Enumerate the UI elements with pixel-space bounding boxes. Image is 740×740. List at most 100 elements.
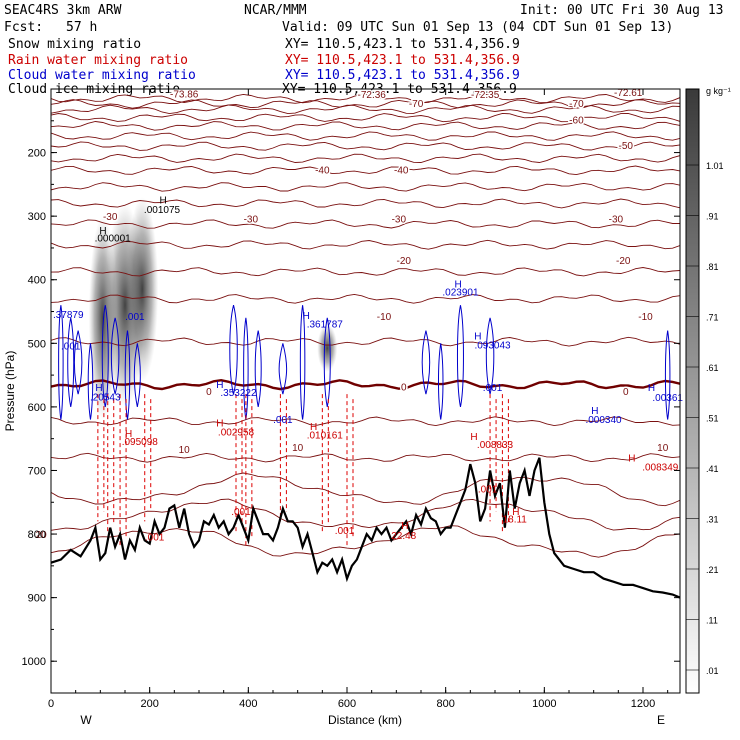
legend: Snow mixing ratio XY= 110.5,423.1 to 531… bbox=[8, 37, 520, 97]
y-tick-label-0: 200 bbox=[28, 148, 46, 160]
temp-contour-9 bbox=[51, 452, 680, 463]
cloud-water-contour-13 bbox=[323, 317, 331, 407]
temp-label-19: 0 bbox=[401, 383, 407, 394]
x-tick-label-3: 600 bbox=[338, 698, 356, 710]
valid-time: Valid: 09 UTC Sun 01 Sep 13 (04 CDT Sun … bbox=[282, 20, 673, 35]
colorbar-label-9: .11 bbox=[706, 616, 718, 626]
temp-label-5: -70 bbox=[569, 99, 584, 110]
y-axis-label: Pressure (hPa) bbox=[3, 351, 17, 432]
extremum-label-18: .008349 bbox=[642, 462, 679, 473]
cloud-water-contour-0 bbox=[58, 305, 64, 420]
extremum-label-22: .001 bbox=[335, 526, 355, 537]
y-tick-label-6: 800 bbox=[28, 529, 46, 541]
temp-contour-12 bbox=[51, 131, 680, 141]
temp-contour-1 bbox=[51, 104, 680, 115]
org-label: NCAR/MMM bbox=[244, 3, 307, 18]
temp-label-14: -20 bbox=[397, 256, 412, 267]
plot-overlay: -73.86 -72.36 -72.35 -72.61 -70 -70 -60 -50 -40 -… bbox=[34, 87, 683, 544]
rain-contour-8 bbox=[346, 394, 354, 547]
y-tick-label-1: 300 bbox=[28, 211, 46, 223]
legend-rain-name: Rain water mixing ratio bbox=[8, 53, 188, 68]
temp-label-17: -10 bbox=[638, 312, 653, 323]
extremum-label-13: .00361 bbox=[652, 393, 683, 404]
extremum-label-0: .001075 bbox=[144, 205, 181, 216]
temp-contour-2 bbox=[51, 121, 680, 131]
x-tick-label-2: 400 bbox=[239, 698, 257, 710]
colorbar-label-7: .31 bbox=[706, 515, 719, 525]
cloud-water-contour-18 bbox=[664, 330, 671, 420]
y-tick-label-2: 400 bbox=[28, 275, 46, 287]
high-marker-3: H bbox=[303, 311, 310, 322]
plot-area bbox=[51, 93, 680, 599]
temp-label-18: 0 bbox=[206, 387, 212, 398]
cloud-water-contour-4 bbox=[101, 305, 109, 407]
rain-contour-10 bbox=[501, 394, 509, 535]
temp-contour-5 bbox=[51, 198, 680, 209]
temp-contour-7 bbox=[51, 293, 680, 304]
extremum-label-23: 22.48 bbox=[391, 531, 416, 542]
temp-contour-21 bbox=[51, 525, 680, 558]
high-marker-10: H bbox=[216, 419, 223, 430]
colorbar-label-2: .81 bbox=[706, 262, 719, 272]
rain-contour-7 bbox=[321, 394, 329, 535]
rain-contour-1 bbox=[107, 394, 115, 535]
model-title: SEAC4RS 3km ARW bbox=[4, 3, 122, 18]
temp-label-9: -40 bbox=[394, 166, 409, 177]
temp-contour-3 bbox=[51, 141, 680, 151]
legend-cloud-water-xy: XY= 110.5,423.1 to 531.4,356.9 bbox=[285, 68, 520, 83]
cloud-water-contour-15 bbox=[438, 343, 444, 420]
legend-rain-xy: XY= 110.5,423.1 to 531.4,356.9 bbox=[285, 53, 520, 68]
temp-label-7: -50 bbox=[619, 141, 634, 152]
x-end-right: E bbox=[657, 713, 665, 727]
extremum-label-11: .001 bbox=[273, 415, 293, 426]
colorbar-label-6: .41 bbox=[706, 464, 719, 474]
temp-label-12: -30 bbox=[392, 215, 407, 226]
rain-contour-9 bbox=[489, 394, 497, 522]
temp-contour-8 bbox=[51, 378, 680, 391]
temp-contour-6 bbox=[51, 239, 680, 250]
cloud-water-contour-5 bbox=[110, 317, 120, 395]
cloud-water-contour-2 bbox=[73, 330, 83, 395]
temp-contour-17 bbox=[51, 336, 680, 347]
y-tick-label-7: 900 bbox=[28, 593, 46, 605]
temp-contour-13 bbox=[51, 153, 680, 163]
colorbar-unit: g kg⁻¹ bbox=[706, 86, 731, 96]
temp-label-2: -72.35 bbox=[471, 90, 500, 101]
extremum-label-7: .093043 bbox=[474, 340, 511, 351]
rain-contour-6 bbox=[279, 394, 287, 522]
rain-contour-0 bbox=[97, 394, 105, 522]
y-tick-label-8: 1000 bbox=[22, 656, 46, 668]
temp-label-16: -10 bbox=[377, 312, 392, 323]
extremum-label-1: .000001 bbox=[95, 234, 132, 245]
extremum-label-21: .001 bbox=[145, 532, 165, 543]
extremum-label-16: .010161 bbox=[307, 431, 344, 442]
temp-label-8: -40 bbox=[315, 166, 330, 177]
cloud-water-contour-11 bbox=[278, 343, 288, 395]
snow-plume-3 bbox=[317, 324, 338, 372]
x-tick-label-4: 800 bbox=[436, 698, 454, 710]
temp-label-21: 10 bbox=[179, 445, 191, 456]
temp-label-15: -20 bbox=[616, 256, 631, 267]
high-marker-12: H bbox=[470, 432, 477, 443]
x-tick-label-5: 1000 bbox=[532, 698, 556, 710]
high-marker-6: H bbox=[95, 383, 102, 394]
colorbar-label-5: .51 bbox=[706, 414, 719, 424]
temp-label-1: -72.36 bbox=[357, 90, 386, 101]
snow-plume-2 bbox=[126, 197, 159, 382]
extremum-label-4: .001 bbox=[125, 312, 145, 323]
rain-contour-3 bbox=[144, 394, 152, 522]
colorbar-label-0: 1.01 bbox=[706, 161, 724, 171]
temp-label-24: 20 bbox=[36, 530, 48, 541]
extremum-label-2: .37879 bbox=[53, 310, 84, 321]
extremum-label-10: .20543 bbox=[90, 393, 121, 404]
x-tick-label-0: 0 bbox=[48, 698, 54, 710]
extremum-label-15: .002958 bbox=[218, 428, 255, 439]
plot-frame bbox=[50, 88, 681, 694]
temp-contour-16 bbox=[51, 267, 680, 277]
x-axis-label: Distance (km) bbox=[328, 713, 402, 727]
cloud-water-contour-3 bbox=[87, 343, 94, 420]
temp-label-11: -30 bbox=[244, 215, 259, 226]
rain-contour-2 bbox=[119, 394, 127, 547]
high-marker-4: H bbox=[474, 332, 481, 343]
